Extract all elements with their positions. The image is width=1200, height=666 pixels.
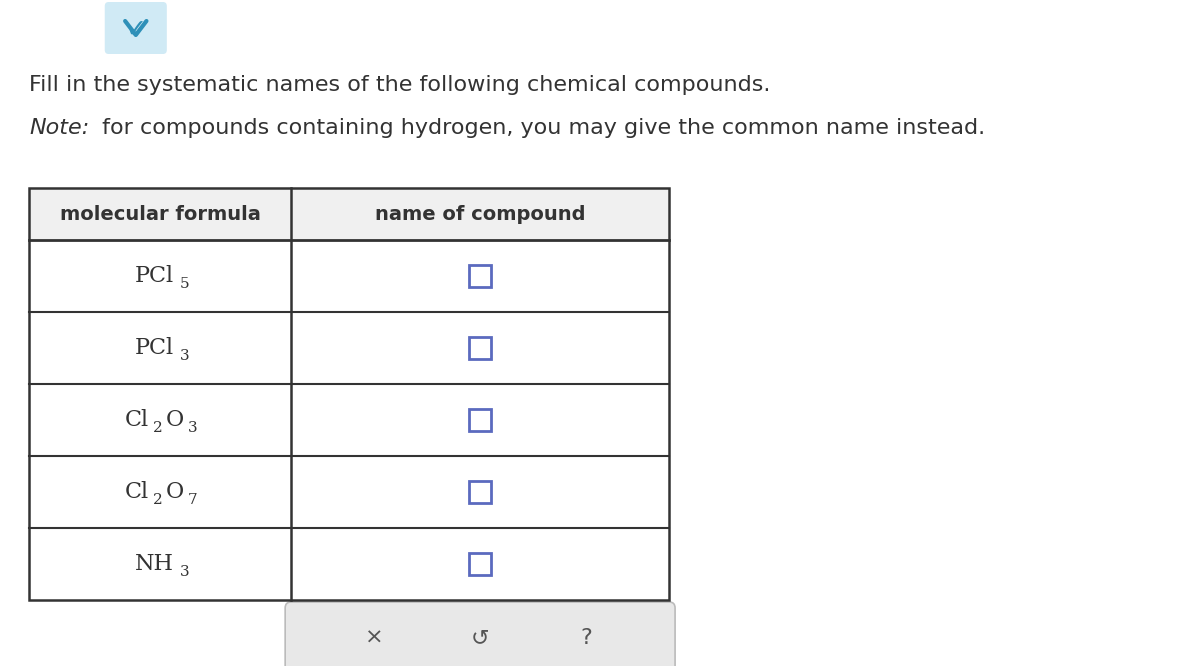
Text: ↺: ↺ bbox=[470, 628, 490, 648]
Text: 2: 2 bbox=[152, 421, 162, 435]
Text: 5: 5 bbox=[180, 277, 190, 291]
Bar bbox=[469, 409, 491, 431]
Text: 7: 7 bbox=[188, 493, 198, 507]
Text: 3: 3 bbox=[180, 349, 190, 363]
Text: ✓: ✓ bbox=[125, 18, 146, 42]
Bar bbox=[469, 337, 491, 359]
Bar bbox=[469, 481, 491, 503]
Text: 2: 2 bbox=[152, 493, 162, 507]
Text: ?: ? bbox=[580, 628, 592, 648]
Text: NH: NH bbox=[134, 553, 174, 575]
Text: ×: × bbox=[365, 628, 384, 648]
Bar bbox=[469, 553, 491, 575]
Text: PCl: PCl bbox=[134, 337, 174, 359]
Text: for compounds containing hydrogen, you may give the common name instead.: for compounds containing hydrogen, you m… bbox=[95, 118, 985, 138]
Text: O: O bbox=[166, 409, 185, 431]
Text: Cl: Cl bbox=[125, 409, 149, 431]
Bar bbox=[469, 265, 491, 287]
Text: 3: 3 bbox=[180, 565, 190, 579]
Text: Note:: Note: bbox=[29, 118, 89, 138]
Text: name of compound: name of compound bbox=[374, 204, 586, 224]
Bar bbox=[29, 188, 670, 240]
Text: Cl: Cl bbox=[125, 481, 149, 503]
FancyBboxPatch shape bbox=[104, 2, 167, 54]
Text: O: O bbox=[166, 481, 185, 503]
Text: molecular formula: molecular formula bbox=[60, 204, 260, 224]
Text: PCl: PCl bbox=[134, 265, 174, 287]
Text: 3: 3 bbox=[188, 421, 198, 435]
Bar bbox=[29, 188, 670, 600]
Text: Fill in the systematic names of the following chemical compounds.: Fill in the systematic names of the foll… bbox=[29, 75, 770, 95]
FancyBboxPatch shape bbox=[286, 602, 676, 666]
Bar bbox=[29, 188, 670, 600]
